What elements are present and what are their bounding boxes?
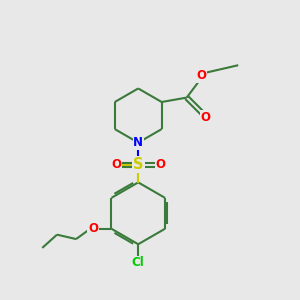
Text: O: O xyxy=(201,111,211,124)
Text: Cl: Cl xyxy=(132,256,145,269)
Text: O: O xyxy=(155,158,165,171)
Text: O: O xyxy=(196,69,206,82)
Text: N: N xyxy=(133,136,143,149)
Text: O: O xyxy=(111,158,121,171)
Text: S: S xyxy=(133,157,143,172)
Text: O: O xyxy=(88,222,98,235)
